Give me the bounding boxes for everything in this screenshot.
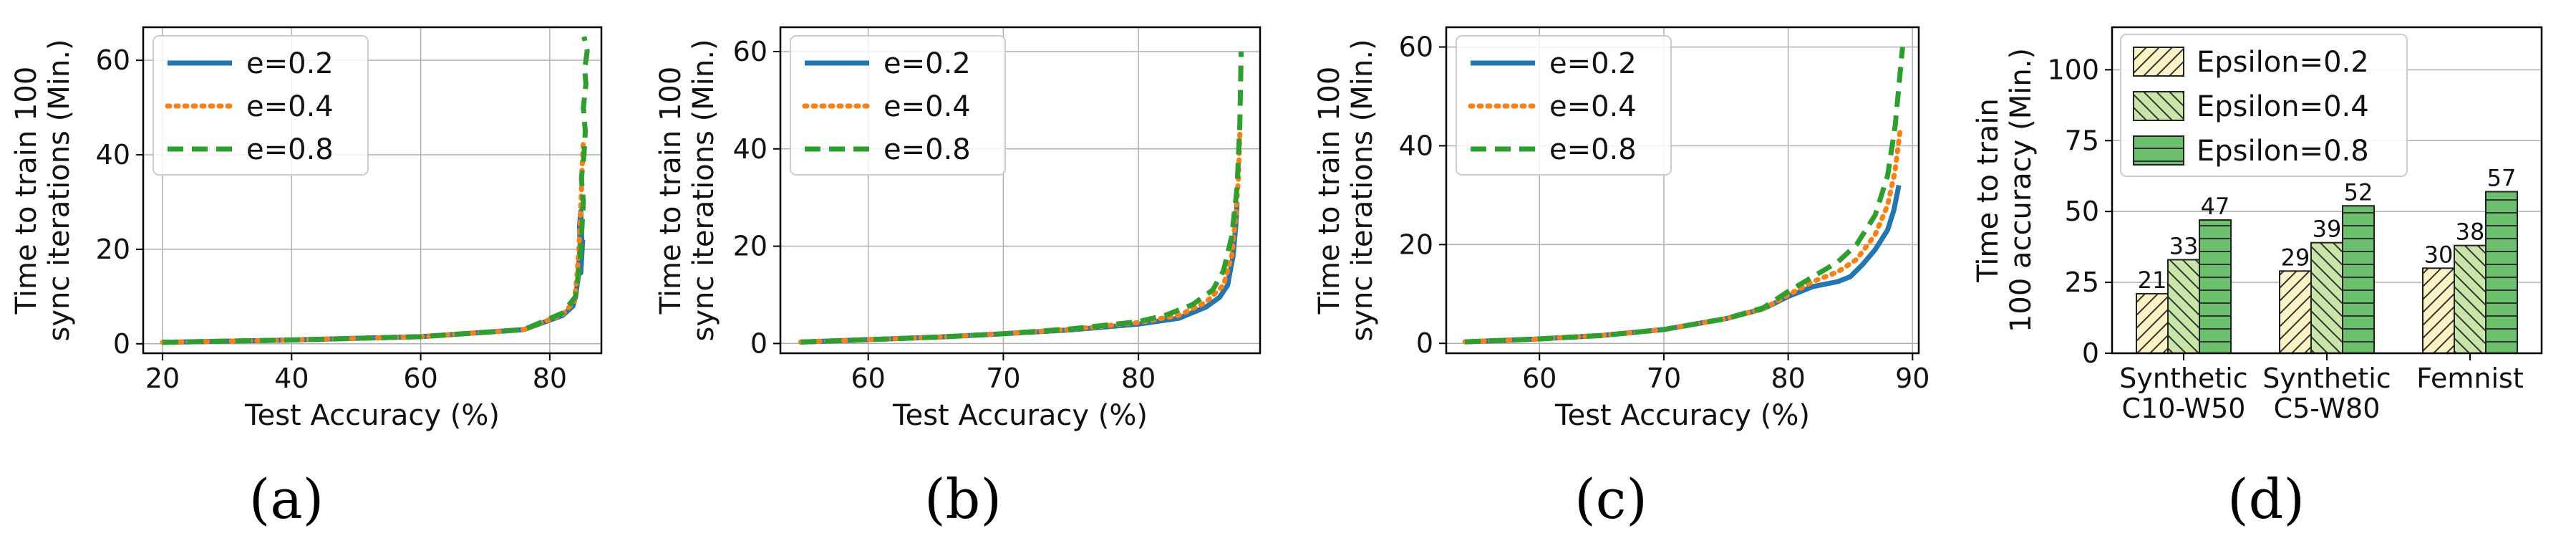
legend-swatch [2133,47,2184,77]
y-axis-label: Time to train 100 [1313,67,1346,315]
x-tick-label: 70 [1647,363,1681,394]
legend-box [1456,35,1672,176]
plot-frame [142,26,603,355]
x-tick-label: C5-W80 [2274,393,2381,424]
legend-label: e=0.4 [883,90,971,123]
bar [2199,219,2232,355]
legend-label: Epsilon=0.8 [2197,135,2369,168]
y-tick-label: 0 [1416,327,1433,359]
series-line-e=0.8 [162,36,590,345]
y-axis-label: 100 accuracy (Min.) [2005,48,2038,332]
bar [2310,241,2343,354]
y-tick-label: 25 [2065,267,2099,298]
y-axis-label: sync iterations (Min.) [1346,39,1379,341]
legend-label: e=0.4 [246,90,334,123]
y-tick-label: 60 [733,36,768,67]
y-tick-label: 40 [1399,130,1433,161]
x-tick-label: Femnist [2416,363,2524,394]
x-tick-label: 80 [1771,363,1805,394]
legend-box [790,35,1006,176]
legend-label: e=0.2 [246,47,334,80]
x-tick-label: 60 [403,363,437,394]
caption-d: (d) [2227,467,2305,531]
plot-frame [779,26,1262,355]
series-line-e=0.2 [162,209,586,345]
x-axis-label: Test Accuracy (%) [1554,399,1810,432]
x-tick-label: 80 [1121,363,1156,394]
bar-value-label: 57 [2487,164,2517,191]
bar-value-label: 30 [2424,241,2454,268]
caption-a: (a) [248,467,324,531]
legend-label: e=0.8 [883,133,971,166]
legend-label: e=0.8 [1549,133,1637,166]
bar-value-label: 21 [2138,267,2167,294]
caption-b: (b) [924,467,1002,531]
y-tick-label: 0 [750,327,768,359]
bar-value-label: 52 [2344,178,2373,206]
y-axis-label: Time to train [1972,98,2005,283]
bar [2485,191,2518,355]
y-tick-label: 100 [2047,54,2099,85]
bar [2422,267,2455,355]
series-line-e=0.8 [800,51,1244,345]
bar-value-label: 47 [2201,193,2230,220]
x-tick-label: C10-W50 [2122,393,2246,424]
y-tick-label: 60 [1399,32,1433,63]
y-axis-label: sync iterations (Min.) [43,39,76,341]
x-tick-label: Synthetic [2119,363,2247,394]
x-tick-label: 20 [145,363,180,394]
legend-label: Epsilon=0.2 [2197,46,2369,79]
x-tick-label: 60 [851,363,885,394]
x-axis-label: Test Accuracy (%) [244,399,500,432]
y-axis-label: Time to train 100 [654,67,687,315]
legend-label: Epsilon=0.4 [2197,90,2369,123]
y-tick-label: 50 [2065,196,2099,227]
bar-value-label: 29 [2281,244,2310,271]
bar [2454,244,2487,354]
y-tick-label: 0 [2082,337,2099,369]
x-tick-label: 90 [1895,363,1929,394]
x-tick-label: 60 [1522,363,1556,394]
y-tick-label: 0 [113,328,130,360]
series-line-e=0.8 [1464,47,1905,345]
chart-a: 0 20 40 60 20 40 60 80 Test Accuracy (%) Time to … [10,26,603,432]
x-tick-label: Synthetic [2262,363,2391,394]
legend-label: e=0.2 [1549,47,1637,80]
y-tick-label: 20 [96,234,130,265]
plot-frame [2111,26,2543,355]
legend-box [152,35,369,176]
bar [2136,292,2169,355]
bar [2167,259,2200,354]
legend-swatch [2133,135,2184,166]
x-axis-label: Test Accuracy (%) [892,399,1148,432]
x-tick-label: 80 [533,363,567,394]
bar [2342,205,2375,354]
plot-frame [1445,26,1920,355]
chart-b: 0 20 40 60 60 70 80 Test Accuracy (%) Time to tr… [654,26,1262,432]
y-tick-label: 40 [733,133,768,165]
y-tick-label: 75 [2065,125,2099,156]
legend-label: e=0.4 [1549,90,1637,123]
y-tick-label: 20 [733,231,768,262]
caption-c: (c) [1574,467,1647,531]
legend-box [2120,34,2408,177]
x-tick-label: 70 [986,363,1020,394]
bar-value-label: 39 [2313,216,2342,243]
y-tick-label: 20 [1399,229,1433,260]
y-tick-label: 40 [96,139,130,171]
y-axis-label: Time to train 100 [10,67,43,315]
bar-value-label: 33 [2169,232,2199,259]
legend-label: e=0.2 [883,47,971,80]
chart-d: 0 25 50 75 100 Time to train 100 accuracy (Min… [1972,26,2543,424]
y-tick-label: 60 [96,44,130,76]
y-axis-label: sync iterations (Min.) [687,39,720,341]
legend-swatch [2133,91,2184,121]
series-line-e=0.2 [1464,184,1902,345]
legend-label: e=0.8 [246,133,334,166]
bar-value-label: 38 [2456,219,2485,246]
series-line-e=0.2 [800,202,1240,345]
x-tick-label: 40 [274,363,309,394]
bar [2279,270,2312,354]
chart-c: 0 20 40 60 60 70 80 90 Test Accuracy (%) Time to … [1313,26,1929,432]
